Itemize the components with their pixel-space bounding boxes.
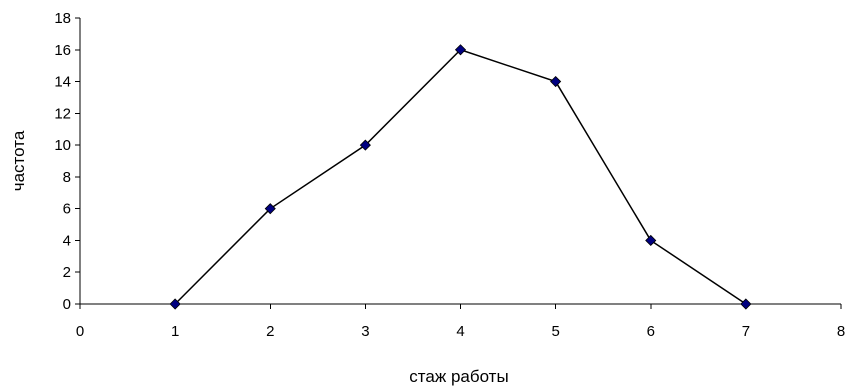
- y-tick-label: 2: [63, 264, 71, 281]
- x-tick-label: 4: [456, 323, 464, 340]
- data-point-marker: [264, 203, 276, 215]
- data-point-marker: [550, 75, 562, 88]
- y-axis-title: частота: [9, 130, 28, 191]
- y-tick-label: 12: [54, 105, 71, 122]
- data-point-marker: [454, 44, 467, 56]
- x-tick-label: 1: [171, 323, 179, 340]
- axes: [75, 17, 842, 309]
- x-axis-title: стаж работы: [409, 367, 508, 386]
- series-line: [174, 48, 747, 305]
- y-tick-label: 10: [54, 137, 71, 154]
- x-tick-label: 6: [647, 323, 655, 340]
- data-point-marker: [645, 234, 657, 247]
- x-tick-label: 0: [76, 323, 84, 340]
- y-tick-label: 6: [63, 201, 71, 218]
- x-tick-label: 7: [742, 323, 750, 340]
- data-point-marker: [359, 139, 371, 151]
- y-tick-label: 14: [54, 74, 71, 91]
- y-tick-label: 16: [54, 42, 71, 59]
- y-tick-label: 4: [63, 232, 71, 249]
- x-tick-label: 5: [551, 323, 559, 340]
- y-tick-label: 18: [54, 10, 71, 27]
- x-tick-label: 8: [837, 323, 845, 340]
- data-point-marker: [169, 298, 181, 310]
- y-tick-label: 0: [63, 296, 71, 313]
- data-series: [169, 44, 752, 310]
- data-point-marker: [740, 298, 752, 310]
- x-tick-label: 2: [266, 323, 274, 340]
- y-tick-label: 8: [63, 169, 71, 186]
- x-tick-label: 3: [361, 323, 369, 340]
